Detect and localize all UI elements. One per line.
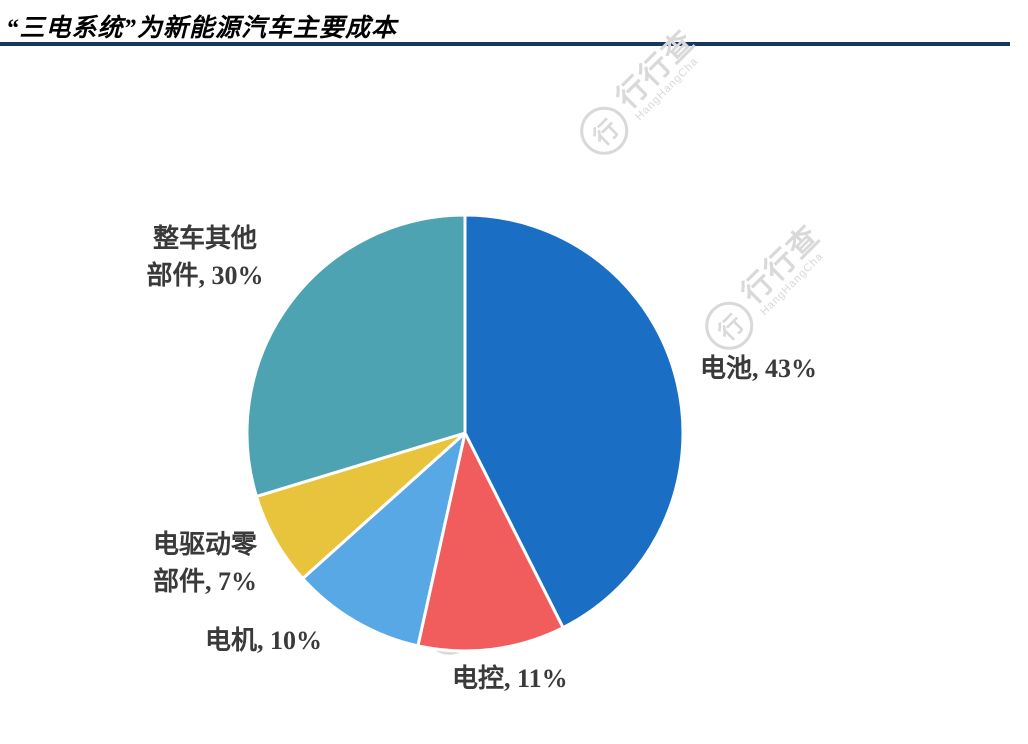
pie-slice-1 [463, 213, 685, 630]
watermark-text: 行行查 [735, 219, 828, 311]
pie-chart-svg [245, 213, 685, 653]
slice-label-motor: 电机, 10% [205, 626, 323, 655]
pie-slice-5 [245, 213, 467, 498]
chart-header: “三电系统”为新能源汽车主要成本 [0, 0, 1010, 46]
slice-label-control: 电控, 11% [452, 664, 568, 693]
chart-title: “三电系统”为新能源汽车主要成本 [6, 15, 398, 42]
slice-label-battery: 电池, 43% [700, 354, 818, 383]
pie-chart [240, 208, 690, 658]
watermark: 行 行行查 HangHangCha [695, 218, 836, 360]
pie-slice-3 [301, 431, 467, 648]
watermark-subtext: HangHangCha [758, 250, 826, 318]
watermark-logo-icon: 行 [570, 96, 639, 165]
slice-label-drive-parts: 电驱动零 部件, 7% [152, 530, 257, 596]
watermark-subtext: HangHangCha [633, 55, 701, 123]
slice-label-other-parts: 整车其他 部件, 30% [146, 224, 264, 290]
